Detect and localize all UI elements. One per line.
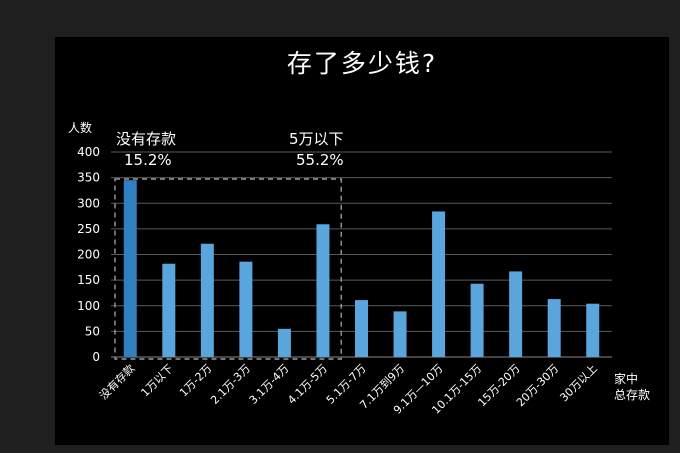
- bar: [470, 283, 484, 357]
- bar: [355, 300, 368, 357]
- x-tick-label: 2.1万-3万: [208, 362, 253, 407]
- bar: [316, 224, 330, 357]
- x-tick-label: 没有存款: [96, 361, 137, 402]
- y-tick-label: 300: [77, 196, 100, 210]
- x-tick-label: 1万-2万: [177, 362, 214, 399]
- chart-panel: [55, 37, 669, 445]
- chart-title: 存了多少钱?: [286, 49, 438, 78]
- bar: [509, 271, 523, 357]
- bar: [393, 311, 407, 357]
- bar: [162, 263, 176, 357]
- bar: [547, 299, 561, 357]
- x-axis-label: 总存款: [614, 388, 650, 402]
- bar: [123, 180, 137, 357]
- x-tick-label: 4.1万-5万: [285, 362, 330, 407]
- x-tick-label: 20万-30万: [514, 362, 561, 409]
- y-tick-label: 200: [77, 248, 100, 262]
- annotation-no-savings-label: 没有存款: [116, 130, 177, 148]
- x-tick-label: 1万以下: [138, 362, 175, 399]
- highlight-box: [114, 178, 342, 360]
- annotation-under-5w-label: 5万以下: [289, 130, 344, 148]
- bar: [432, 211, 446, 357]
- y-tick-label: 100: [77, 299, 100, 313]
- annotation-no-savings-value: 15.2%: [124, 151, 172, 169]
- bar: [200, 243, 214, 357]
- annotation-under-5w-value: 55.2%: [296, 151, 344, 169]
- x-axis-label: 家中: [614, 371, 638, 386]
- y-tick-label: 150: [77, 273, 100, 287]
- bar: [239, 261, 253, 357]
- y-tick-label: 0: [92, 350, 100, 364]
- y-tick-label: 350: [77, 171, 100, 185]
- x-tick-label: 3.1万-4万: [247, 362, 292, 407]
- y-axis-label: 人数: [68, 120, 92, 135]
- y-tick-label: 250: [77, 222, 100, 236]
- x-tick-label: 30万以上: [557, 362, 599, 404]
- bar: [277, 328, 291, 357]
- y-tick-label: 50: [85, 324, 100, 338]
- bar: [586, 303, 600, 357]
- y-tick-label: 400: [77, 145, 100, 159]
